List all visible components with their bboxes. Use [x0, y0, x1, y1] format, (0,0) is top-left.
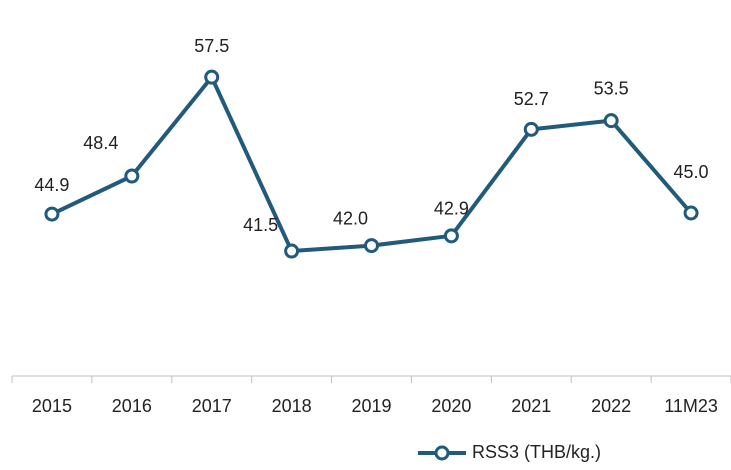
point [124, 168, 140, 184]
point [284, 243, 300, 259]
x-tick-label: 2017 [192, 396, 232, 416]
x-tick-label: 2019 [351, 396, 391, 416]
data-label: 42.9 [434, 199, 469, 219]
x-tick-label: 2021 [511, 396, 551, 416]
data-label: 53.5 [594, 78, 629, 98]
data-label: 52.7 [514, 89, 549, 109]
point [523, 121, 539, 137]
x-tick-label: 2016 [112, 396, 152, 416]
data-label: 48.4 [83, 133, 118, 153]
point [44, 206, 60, 222]
data-label: 41.5 [243, 215, 278, 235]
point [683, 205, 699, 221]
point [603, 113, 619, 129]
point [204, 69, 220, 85]
data-label: 45.0 [674, 162, 709, 182]
legend-marker [434, 445, 450, 461]
point [364, 238, 379, 254]
data-label: 42.0 [333, 208, 368, 228]
x-tick-label: 2020 [431, 396, 471, 416]
x-tick-label: 2022 [591, 396, 631, 416]
point [443, 228, 459, 244]
x-tick-label: 11M23 [664, 396, 718, 416]
data-label: 44.9 [34, 175, 69, 195]
series-line [51, 75, 693, 254]
data-label: 57.5 [194, 36, 229, 56]
x-tick-label: 2015 [32, 396, 72, 416]
legend-label: RSS3 (THB/kg.) [472, 442, 601, 462]
x-tick-label: 2018 [272, 396, 312, 416]
